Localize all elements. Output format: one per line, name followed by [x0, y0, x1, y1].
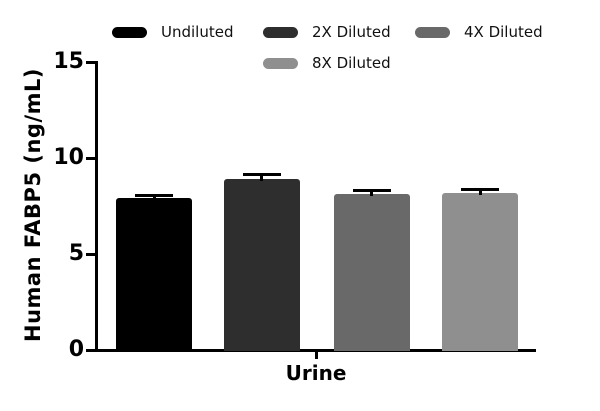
y-axis-line — [95, 60, 98, 352]
bar-8x-diluted — [442, 192, 518, 351]
x-tick — [314, 351, 318, 359]
error-bar-stem-2x-diluted — [260, 174, 263, 182]
x-category-label: Urine — [285, 361, 347, 385]
error-bar-stem-8x-diluted — [478, 189, 482, 195]
legend-swatch-icon — [112, 26, 147, 38]
error-bar-cap-undiluted — [135, 194, 173, 198]
legend-swatch-icon — [263, 26, 298, 38]
bar-4x-diluted — [333, 194, 410, 351]
x-axis-line — [86, 348, 536, 352]
y-tick-label: 15 — [53, 49, 84, 74]
y-tick-label: 5 — [68, 241, 84, 266]
error-bar-stem-undiluted — [152, 195, 156, 201]
legend-label: 2X Diluted — [312, 23, 391, 41]
legend-label: 8X Diluted — [312, 54, 391, 72]
legend-label: 4X Diluted — [464, 23, 543, 41]
y-tick — [86, 252, 95, 256]
y-tick — [86, 156, 95, 160]
legend-swatch-icon — [263, 57, 298, 69]
bar-2x-diluted — [223, 179, 300, 351]
y-tick-label: 0 — [68, 337, 84, 362]
y-tick — [86, 60, 95, 64]
legend-swatch-icon — [415, 26, 450, 38]
bar-undiluted — [116, 198, 192, 351]
y-tick-label: 10 — [53, 145, 84, 170]
legend-item-undiluted: Undiluted — [112, 23, 234, 41]
error-bar-cap-8x-diluted — [461, 188, 499, 192]
legend-item-2x-diluted: 2X Diluted — [263, 23, 391, 41]
legend-item-8x-diluted: 8X Diluted — [263, 54, 391, 72]
legend-item-4x-diluted: 4X Diluted — [415, 23, 543, 41]
legend-label: Undiluted — [161, 23, 234, 41]
error-bar-cap-4x-diluted — [352, 189, 391, 193]
error-bar-cap-2x-diluted — [242, 172, 281, 176]
error-bar-stem-4x-diluted — [370, 190, 373, 197]
